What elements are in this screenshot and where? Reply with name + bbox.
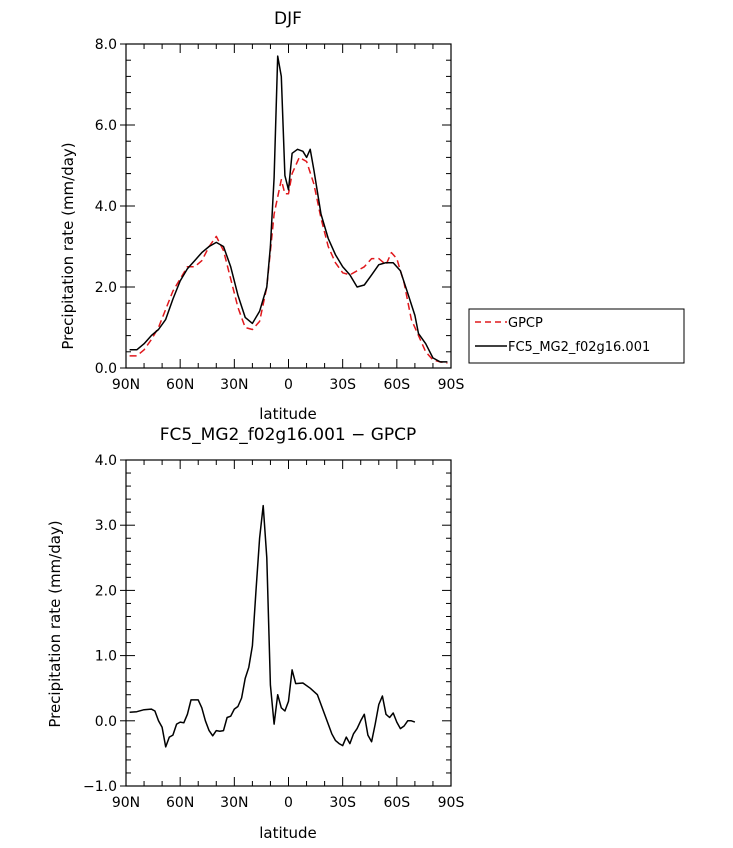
y-tick-label: 4.0 bbox=[95, 199, 117, 215]
y-tick-label: 0.0 bbox=[95, 714, 117, 730]
legend: GPCP FC5_MG2_f02g16.001 bbox=[468, 308, 685, 364]
series-line-gpcp bbox=[129, 156, 448, 364]
y-tick-label: 4.0 bbox=[95, 453, 117, 469]
axis-ticks bbox=[120, 43, 452, 369]
x-tick-label: 0 bbox=[284, 377, 293, 393]
chart-title: DJF bbox=[274, 9, 302, 29]
series-line-fc5-mg2-f02g16-001 bbox=[129, 55, 448, 363]
x-tick-label: 60N bbox=[166, 795, 194, 811]
y-axis-label: Precipitation rate (mm/day) bbox=[59, 142, 77, 349]
legend-label-model: FC5_MG2_f02g16.001 bbox=[508, 340, 650, 355]
series-lines bbox=[129, 504, 416, 748]
series-lines bbox=[129, 55, 448, 364]
y-tick-label: −1.0 bbox=[83, 779, 117, 795]
series-line-difference bbox=[129, 504, 416, 748]
tick-labels: 90N 60N 30N 0 30S 60S 90S −1.0 0.0 1.0 2.0 3.0 4.0 bbox=[83, 453, 464, 811]
x-tick-label: 30N bbox=[220, 377, 248, 393]
chart-title: FC5_MG2_f02g16.001 − GPCP bbox=[160, 425, 417, 445]
x-tick-label: 90N bbox=[112, 377, 140, 393]
legend-box bbox=[468, 308, 685, 364]
x-tick-label: 90N bbox=[112, 795, 140, 811]
y-tick-label: 0.0 bbox=[95, 361, 117, 377]
x-tick-label: 30S bbox=[329, 377, 356, 393]
y-axis-label: Precipitation rate (mm/day) bbox=[46, 520, 64, 727]
y-tick-label: 2.0 bbox=[95, 583, 117, 599]
legend-label-gpcp: GPCP bbox=[508, 316, 543, 331]
x-tick-label: 90S bbox=[438, 377, 465, 393]
x-tick-label: 60N bbox=[166, 377, 194, 393]
panel-difference: FC5_MG2_f02g16.001 − GPCP Precipitation … bbox=[46, 425, 464, 842]
y-tick-label: 3.0 bbox=[95, 518, 117, 534]
x-tick-label: 0 bbox=[284, 795, 293, 811]
tick-labels: 90N 60N 30N 0 30S 60S 90S 0.0 2.0 4.0 6.0 8.0 bbox=[95, 37, 465, 393]
axis-ticks bbox=[120, 459, 452, 787]
x-tick-label: 60S bbox=[383, 377, 410, 393]
x-axis-label: latitude bbox=[259, 824, 317, 842]
y-tick-label: 2.0 bbox=[95, 280, 117, 296]
x-axis-label: latitude bbox=[259, 405, 317, 423]
y-tick-label: 6.0 bbox=[95, 118, 117, 134]
x-tick-label: 90S bbox=[438, 795, 465, 811]
y-tick-label: 1.0 bbox=[95, 649, 117, 665]
x-tick-label: 30N bbox=[220, 795, 248, 811]
plot-frame bbox=[125, 459, 452, 787]
x-tick-label: 30S bbox=[329, 795, 356, 811]
plot-frame bbox=[125, 43, 452, 369]
panel-djf: DJF Precipitation rate (mm/day) latitude… bbox=[59, 9, 464, 423]
y-tick-label: 8.0 bbox=[95, 37, 117, 53]
x-tick-label: 60S bbox=[383, 795, 410, 811]
